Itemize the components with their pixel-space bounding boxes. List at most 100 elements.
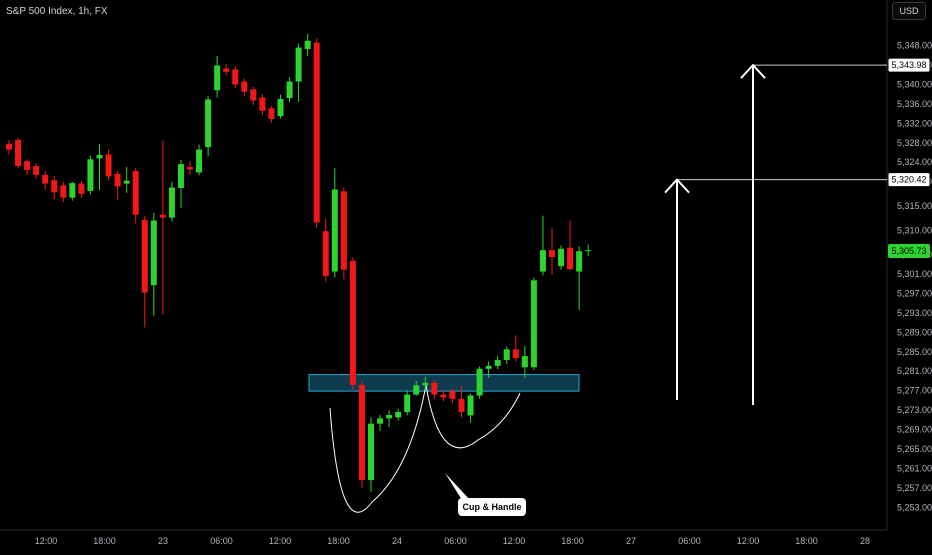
candle-body [340, 191, 347, 270]
y-tick-label: 5,269.00 [897, 425, 932, 435]
candle [404, 390, 411, 416]
candle-body [60, 185, 67, 198]
x-tick-label: 18:00 [93, 536, 116, 546]
candle-body [476, 368, 483, 396]
candle-body [585, 250, 592, 252]
candle-body [114, 173, 121, 187]
y-tick-label: 5,310.00 [897, 225, 932, 235]
candle-body [132, 170, 139, 215]
candle-body [241, 81, 248, 92]
candle [250, 86, 257, 105]
candle [141, 215, 148, 328]
candle-body [422, 382, 429, 386]
price-label-text: 5,320.42 [891, 175, 926, 185]
target-arrow-2 [740, 63, 766, 405]
candle-body [358, 384, 365, 481]
candle-body [168, 187, 175, 218]
cup-handle-annotation: Cup & Handle [458, 498, 526, 516]
candle [349, 257, 356, 390]
level-price-label: 5,343.98 [887, 57, 931, 73]
candle-body [349, 260, 356, 385]
candles-layer [6, 33, 592, 492]
y-tick-label: 5,324.00 [897, 157, 932, 167]
candle-body [33, 166, 40, 175]
candle [549, 227, 555, 275]
axis-layer: 5,348.005,344.005,340.005,336.005,332.00… [35, 41, 932, 546]
candle-body [567, 247, 574, 270]
candle [458, 386, 465, 418]
candle [521, 345, 528, 379]
y-tick-label: 5,315.00 [897, 201, 932, 211]
candle-body [24, 161, 31, 170]
y-tick-label: 5,340.00 [897, 79, 932, 89]
candle-body [286, 81, 293, 99]
candle-body [331, 189, 338, 272]
currency-button[interactable]: USD [892, 2, 926, 20]
y-tick-label: 5,257.00 [897, 483, 932, 493]
annotation-pointer [445, 473, 470, 500]
y-tick-label: 5,277.00 [897, 386, 932, 396]
candle [340, 187, 347, 280]
candle-body [196, 149, 203, 173]
candle-body [259, 97, 266, 111]
candle [114, 170, 121, 200]
candle [295, 43, 302, 102]
candle [467, 393, 474, 423]
candle [24, 159, 31, 176]
candle [395, 408, 402, 421]
candle [51, 175, 58, 200]
drawing-layer [308, 63, 887, 513]
x-tick-label: 12:00 [269, 536, 292, 546]
candle [485, 361, 492, 379]
candle-body [467, 395, 474, 416]
candle [123, 167, 130, 193]
candle [259, 94, 266, 116]
candle [268, 105, 275, 123]
y-tick-label: 5,289.00 [897, 327, 932, 337]
grid-layer [0, 0, 888, 531]
y-tick-label: 5,301.00 [897, 269, 932, 279]
x-tick-label: 12:00 [503, 536, 526, 546]
cup-curve [329, 384, 427, 513]
y-tick-label: 5,336.00 [897, 99, 932, 109]
candle [205, 96, 212, 157]
target-arrow-1 [664, 178, 690, 400]
x-tick-label: 06:00 [678, 536, 701, 546]
candle-body [530, 280, 537, 368]
x-tick-label: 27 [626, 536, 636, 546]
price-label-text: 5,343.98 [891, 60, 926, 70]
candle-body [105, 154, 112, 177]
candle [431, 379, 438, 399]
price-label-box [888, 244, 930, 259]
y-tick-label: 5,253.00 [897, 502, 932, 512]
candle-body [558, 248, 565, 267]
resistance-zone [308, 374, 580, 392]
candle-body [205, 99, 212, 148]
candle-body [485, 365, 492, 369]
candle [386, 410, 393, 428]
candle-body [277, 99, 284, 117]
candle-body [42, 174, 49, 184]
x-tick-label: 18:00 [795, 536, 818, 546]
candle [576, 246, 583, 310]
candle-body [141, 220, 148, 293]
candle [241, 78, 248, 97]
candle-body [96, 154, 103, 159]
candle [6, 139, 12, 155]
y-tick-label: 5,281.00 [897, 366, 932, 376]
candle [476, 366, 483, 399]
candle [78, 180, 85, 199]
candle-body [51, 180, 58, 193]
y-tick-label: 5,293.00 [897, 308, 932, 318]
candle-body [15, 139, 22, 167]
candle [286, 77, 293, 103]
target-arrow-2-head [740, 63, 766, 79]
y-tick-label: 5,265.00 [897, 444, 932, 454]
candle-body [368, 423, 374, 481]
x-tick-label: 18:00 [327, 536, 350, 546]
price-label-box [887, 172, 931, 188]
candle-body [187, 167, 193, 170]
candle [150, 212, 157, 316]
candle-body [295, 47, 302, 82]
